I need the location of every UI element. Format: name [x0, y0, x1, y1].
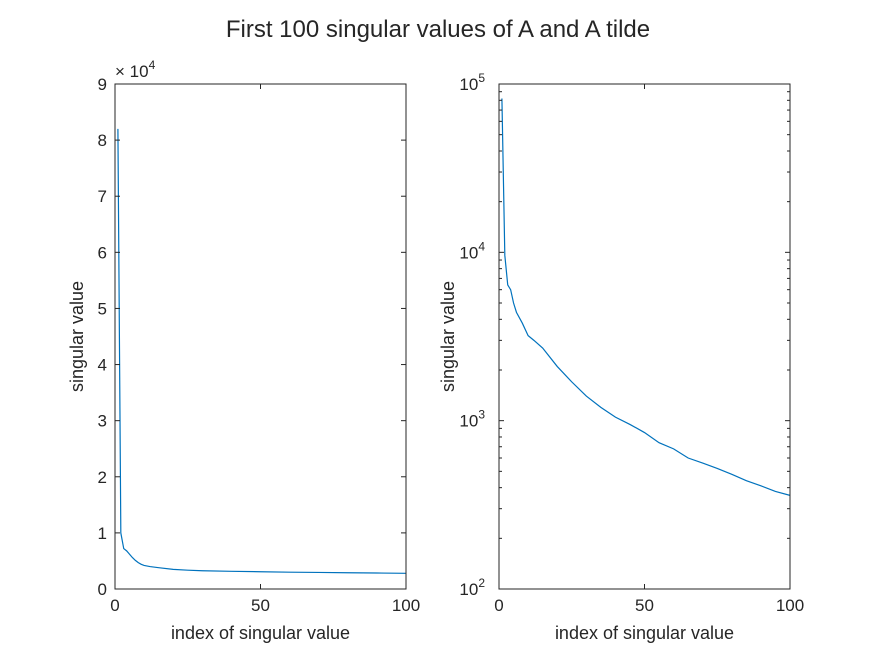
- right-chart: 0 50 100 102 103 104 105 index of singular valu…: [438, 71, 804, 643]
- axes-box: [114, 83, 407, 590]
- x-axis-label: index of singular value: [171, 623, 350, 643]
- series-line: [117, 128, 407, 574]
- y-tick-label: 7: [98, 187, 107, 206]
- y-tick-label: 6: [98, 243, 107, 262]
- y-tick-label: 102: [459, 576, 485, 599]
- y-tick-label: 5: [98, 299, 107, 318]
- x-tick-label: 0: [110, 596, 119, 615]
- x-tick-label: 100: [392, 596, 420, 615]
- x-tick-label: 0: [494, 596, 503, 615]
- y-tick-label: 103: [459, 408, 485, 431]
- x-tick-label: 50: [635, 596, 654, 615]
- y-axis-label: singular value: [67, 281, 87, 392]
- series-line: [501, 98, 791, 496]
- y-axis-label: singular value: [438, 281, 458, 392]
- y-tick-label: 3: [98, 412, 107, 431]
- y-tick-label: 0: [98, 580, 107, 599]
- y-tick-label: 4: [98, 356, 107, 375]
- figure-title: First 100 singular values of A and A til…: [226, 16, 650, 43]
- y-tick-label: 8: [98, 131, 107, 150]
- x-tick-label: 50: [251, 596, 270, 615]
- y-tick-label: 2: [98, 468, 107, 487]
- axes-box: [498, 83, 791, 590]
- y-exponent-label: × 104: [115, 58, 156, 81]
- x-axis-label: index of singular value: [555, 623, 734, 643]
- y-tick-label: 9: [98, 75, 107, 94]
- y-tick-label: 105: [459, 71, 485, 94]
- y-tick-label: 104: [459, 239, 485, 262]
- y-tick-label: 1: [98, 524, 107, 543]
- left-chart: 0 50 100 0 1 2 3 4 5 6 7 8 9 × 104 index of singular v…: [67, 58, 420, 643]
- x-tick-label: 100: [776, 596, 804, 615]
